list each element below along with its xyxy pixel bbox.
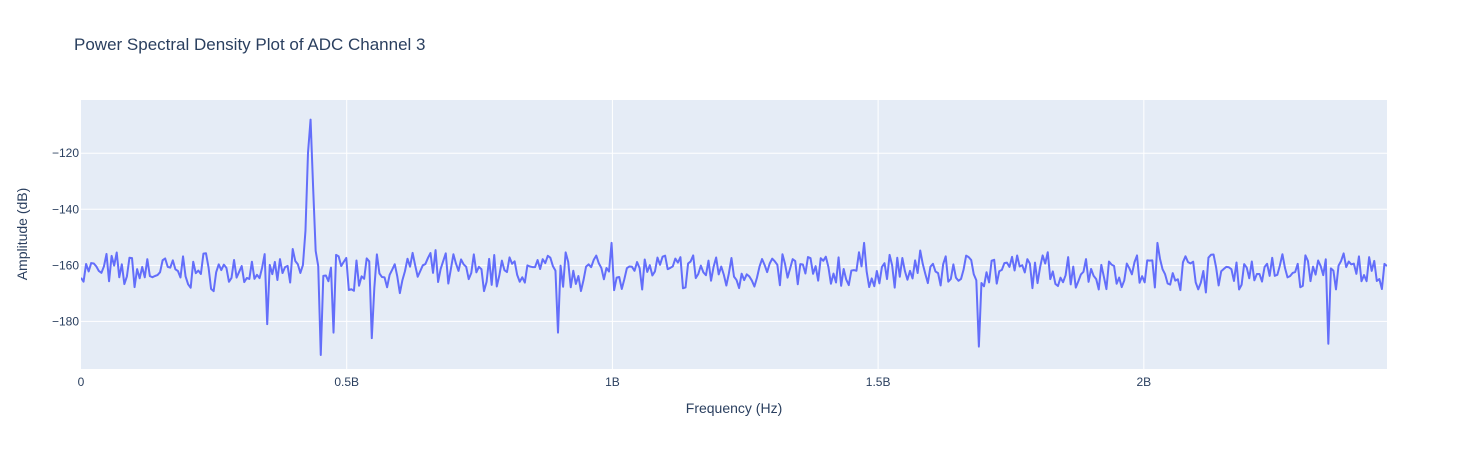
series-line-psd[interactable]: [81, 118, 1387, 356]
chart-title: Power Spectral Density Plot of ADC Chann…: [74, 35, 426, 54]
y-axis-title: Amplitude (dB): [14, 188, 30, 281]
x-gridlines: [346, 100, 1145, 369]
y-tick-label: −180: [52, 314, 79, 328]
x-tick-label: 1.5B: [866, 375, 891, 389]
x-tick-label: 0: [78, 375, 85, 389]
x-axis-title: Frequency (Hz): [686, 400, 782, 416]
y-tick-label: −160: [52, 258, 79, 272]
y-tick-label: −120: [52, 146, 79, 160]
x-tick-labels: 0 0.5B 1B 1.5B 2B: [78, 375, 1152, 389]
x-tick-label: 2B: [1136, 375, 1151, 389]
y-tick-labels: −180 −160 −140 −120: [52, 146, 79, 328]
y-tick-label: −140: [52, 202, 79, 216]
plot-area[interactable]: [81, 100, 1387, 369]
x-tick-label: 0.5B: [334, 375, 359, 389]
x-tick-label: 1B: [605, 375, 620, 389]
